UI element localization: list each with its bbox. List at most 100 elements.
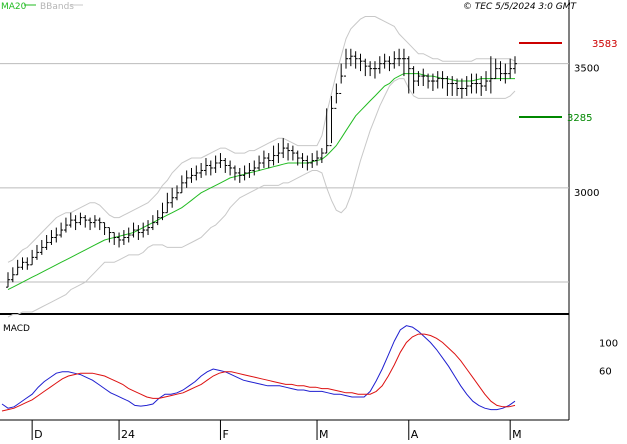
macd-title: MACD: [3, 324, 30, 334]
ohlc-bar: [421, 68, 426, 87]
ohlc-bar: [213, 155, 218, 173]
ohlc-bar: [141, 222, 146, 238]
macd-tick-label: 60: [599, 366, 612, 377]
ohlc-bar: [397, 48, 402, 67]
ohlc-bar: [30, 249, 35, 266]
ohlc-bar: [150, 215, 155, 231]
ohlc-bar: [344, 48, 348, 77]
ohlc-bar: [334, 83, 339, 109]
ma20-line: [7, 73, 515, 291]
ohlc-bar: [406, 56, 411, 94]
ohlc-bar: [237, 167, 242, 183]
ohlc-bar: [426, 73, 431, 89]
ohlc-bar: [112, 232, 117, 245]
ohlc-bar: [155, 210, 160, 226]
ohlc-bar: [372, 61, 377, 79]
axis-labels: 3500 3000 100 60 D 24 F M A M: [31, 64, 618, 441]
ohlc-bar: [102, 222, 107, 236]
ohlc-bar: [59, 222, 64, 238]
ohlc-bar: [508, 58, 513, 79]
ohlc-bar: [503, 63, 508, 84]
ohlc-bar: [305, 155, 310, 171]
ohlc-bar: [416, 71, 421, 87]
ohlc-bar: [368, 61, 373, 77]
ohlc-bar: [97, 217, 102, 231]
ohlc-bar: [319, 148, 324, 163]
ohlc-bar: [194, 165, 199, 181]
x-tick-label: M: [319, 428, 329, 440]
ohlc-bar: [203, 158, 208, 176]
ohlc-bar: [49, 230, 54, 245]
ohlc-bar: [136, 225, 141, 240]
ohlc-bar: [387, 56, 392, 72]
ohlc-bars: [6, 48, 517, 288]
ohlc-bar: [348, 48, 353, 67]
ohlc-bar: [430, 73, 435, 91]
ohlc-bar: [261, 150, 266, 168]
ohlc-bar: [459, 78, 464, 99]
ohlc-bar: [247, 163, 252, 178]
x-tick-label: A: [411, 428, 419, 440]
ohlc-bar: [6, 272, 10, 288]
ohlc-bar: [34, 244, 39, 260]
ohlc-bar: [160, 202, 165, 221]
ohlc-bar: [92, 215, 97, 228]
ohlc-bar: [281, 138, 286, 159]
price-tick-label: 3000: [574, 188, 599, 199]
bollinger-bands: [7, 16, 516, 318]
ohlc-bar: [286, 143, 291, 161]
ohlc-bar: [401, 48, 406, 77]
ohlc-bar: [228, 160, 233, 176]
ohlc-bar: [469, 73, 474, 94]
legend-ma20[interactable]: MA20: [1, 2, 27, 12]
ohlc-bar: [498, 61, 503, 82]
x-tick-label: D: [34, 428, 42, 440]
ohlc-bar: [107, 227, 112, 243]
ohlc-bar: [179, 175, 184, 194]
ohlc-bar: [315, 150, 320, 166]
ohlc-bar: [54, 227, 59, 243]
support-resistance-levels: 3583 3285: [519, 39, 617, 124]
ohlc-bar: [218, 153, 223, 168]
grid-layer: [0, 63, 569, 283]
resistance-label: 3583: [592, 39, 617, 50]
ohlc-bar: [257, 155, 262, 171]
ohlc-bar: [88, 217, 93, 231]
ohlc-bar: [146, 220, 151, 236]
ohlc-bar: [310, 153, 315, 168]
macd-lines: [1, 325, 516, 412]
macd-series-macd: [1, 325, 516, 411]
ohlc-bar: [363, 58, 368, 77]
ohlc-bar: [20, 257, 25, 270]
ohlc-bar: [271, 145, 276, 166]
ohlc-bar: [392, 51, 397, 69]
ohlc-bar: [63, 217, 68, 233]
ohlc-bar: [474, 73, 479, 94]
ohlc-bar: [184, 170, 189, 188]
macd-tick-label: 100: [599, 338, 618, 349]
ohlc-bar: [117, 232, 122, 248]
ohlc-bar: [39, 239, 44, 255]
ohlc-bar: [73, 215, 78, 231]
timestamp-label: © TEC 5/5/2024 3:0 GMT: [463, 2, 578, 12]
ohlc-bar: [223, 158, 228, 173]
ohlc-bar: [78, 212, 83, 226]
ohlc-bar: [300, 153, 305, 168]
ohlc-bar: [479, 76, 484, 96]
ohlc-bar: [484, 71, 489, 91]
ohlc-bar: [450, 76, 455, 96]
ohlc-bar: [25, 257, 30, 270]
ohlc-bar: [165, 192, 170, 214]
support-label: 3285: [567, 113, 592, 124]
ohlc-bar: [175, 185, 179, 201]
ohlc-bar: [295, 150, 300, 166]
ohlc-bar: [339, 63, 344, 94]
bb-lower-line: [7, 78, 516, 318]
ohlc-bar: [242, 165, 247, 181]
ohlc-bar: [170, 187, 175, 208]
ohlc-bar: [232, 165, 237, 181]
ohlc-bar: [488, 56, 493, 94]
legend-bbands[interactable]: BBands: [40, 2, 74, 12]
